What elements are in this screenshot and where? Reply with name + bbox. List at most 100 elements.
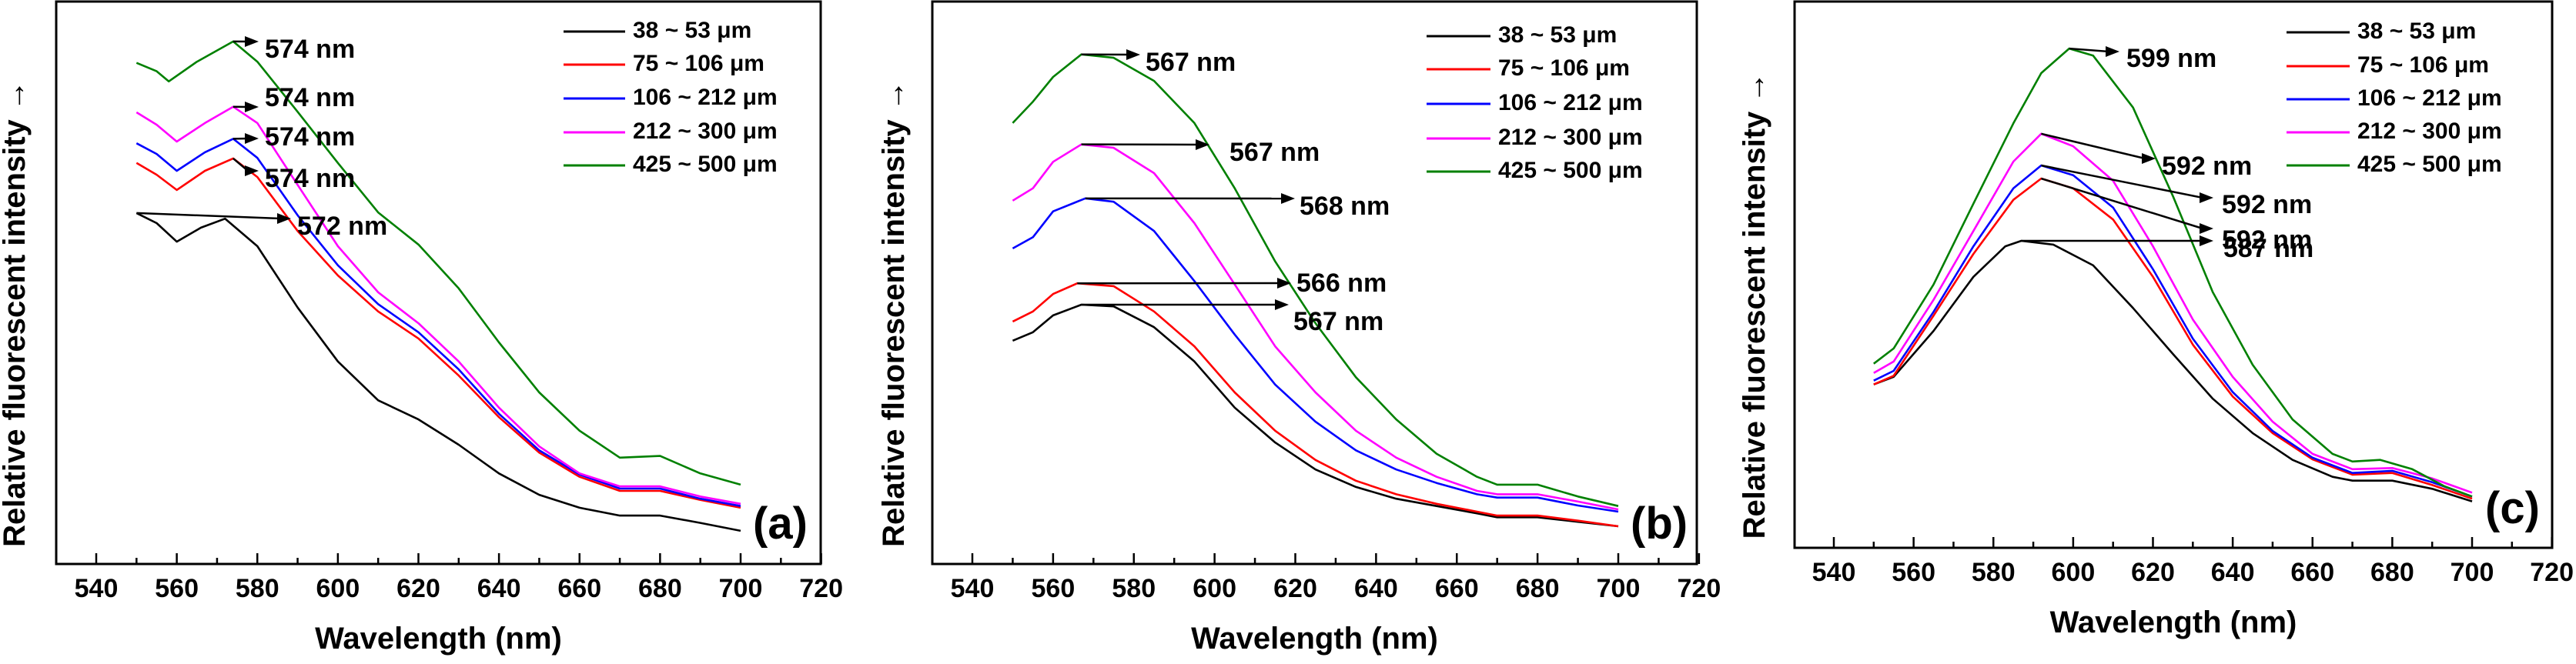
- legend-label: 106 ~ 212 μm: [2357, 85, 2502, 111]
- x-tick-label: 540: [951, 574, 995, 603]
- peak-arrow-line: [2041, 132, 2146, 160]
- series-line-3: [1012, 143, 1619, 511]
- x-tick-label: 560: [1892, 558, 1935, 587]
- peak-arrow-head: [245, 36, 259, 47]
- series-line-4: [135, 40, 741, 486]
- series-line-1: [1873, 177, 2473, 500]
- series-line-0: [1873, 239, 2473, 502]
- x-tick-label: 700: [719, 574, 763, 603]
- peak-label: 574 nm: [265, 122, 355, 152]
- peak-label: 587 nm: [2223, 234, 2313, 263]
- legend-label: 75 ~ 106 μm: [2357, 52, 2489, 78]
- x-tick-label: 660: [1435, 574, 1479, 603]
- series-line-1: [135, 157, 741, 509]
- series-line-2: [1012, 197, 1619, 513]
- legend-label: 212 ~ 300 μm: [2357, 118, 2502, 144]
- peak-label: 592 nm: [2162, 152, 2252, 181]
- peak-label: 574 nm: [265, 35, 355, 64]
- x-tick-label: 560: [155, 574, 199, 603]
- legend-label: 75 ~ 106 μm: [633, 51, 764, 76]
- peak-arrow-head: [1196, 139, 1209, 150]
- legend-label: 425 ~ 500 μm: [1498, 158, 1643, 183]
- panel-a: 540 560 580 600 620 640 660 680 700 720 Wavelength…: [0, 0, 843, 656]
- series-line-3: [135, 105, 741, 506]
- peak-arrow-head: [1277, 278, 1291, 289]
- peak-arrow-head: [2200, 223, 2213, 234]
- x-tick-label: 600: [1193, 574, 1236, 603]
- peak-arrow-head: [2106, 46, 2119, 57]
- x-tick-label: 540: [1812, 558, 1856, 587]
- x-tick-label: 680: [638, 574, 682, 603]
- x-axis-title: Wavelength (nm): [1191, 622, 1438, 656]
- x-tick-label: 720: [1678, 574, 1721, 603]
- peak-label: 574 nm: [265, 83, 355, 112]
- peak-label: 572 nm: [297, 212, 387, 241]
- x-tick-label: 640: [477, 574, 521, 603]
- x-tick-label: 600: [316, 574, 360, 603]
- x-tick-label: 660: [2290, 558, 2334, 587]
- legend: 38 ~ 53 μm 75 ~ 106 μm 106 ~ 212 μm 212 ~ 3…: [1427, 22, 1643, 183]
- x-tick-label: 620: [1273, 574, 1317, 603]
- x-tick-label: 720: [2530, 558, 2574, 587]
- x-axis-title: Wavelength (nm): [315, 622, 562, 656]
- peak-label: 566 nm: [1296, 269, 1387, 298]
- peak-arrow-head: [245, 102, 259, 112]
- peak-arrow-line: [2041, 177, 2203, 230]
- peak-arrow-line: [136, 212, 281, 220]
- peak-label: 592 nm: [2222, 225, 2312, 255]
- peak-arrow-head: [245, 165, 259, 176]
- x-tick-label: 640: [1354, 574, 1398, 603]
- peak-arrow-head: [1275, 299, 1289, 310]
- x-tick-label: 580: [1112, 574, 1156, 603]
- peak-arrow-line: [2069, 47, 2109, 53]
- peak-label: 567 nm: [1146, 48, 1236, 77]
- x-tick-label: 600: [2052, 558, 2096, 587]
- peak-label: 592 nm: [2222, 190, 2312, 219]
- peak-arrow-head: [2142, 153, 2156, 164]
- plot-frame: [55, 0, 822, 566]
- series-line-0: [135, 212, 741, 532]
- series-line-4: [1873, 47, 2473, 498]
- legend-label: 75 ~ 106 μm: [1498, 55, 1630, 81]
- legend-label: 106 ~ 212 μm: [1498, 90, 1643, 115]
- legend-label: 212 ~ 300 μm: [633, 118, 778, 144]
- series-line-3: [1873, 132, 2473, 494]
- peak-arrow-head: [277, 213, 291, 224]
- peak-label: 567 nm: [1293, 307, 1383, 336]
- plot-frame: [931, 0, 1698, 566]
- series-line-1: [1012, 282, 1619, 528]
- x-tick-label: 720: [799, 574, 843, 603]
- x-tick-label: 540: [75, 574, 119, 603]
- panel-letter: (c): [2485, 483, 2540, 533]
- peak-arrow-head: [1126, 49, 1140, 60]
- legend-label: 212 ~ 300 μm: [1498, 125, 1643, 150]
- series-line-0: [1012, 303, 1619, 528]
- x-tick-label: 680: [1516, 574, 1560, 603]
- peak-label: 568 nm: [1300, 192, 1390, 221]
- legend: 38 ~ 53 μm 75 ~ 106 μm 106 ~ 212 μm 212 ~ 3…: [564, 18, 778, 177]
- y-axis-title: Relative fluorescent intensity →: [877, 80, 911, 547]
- peak-label: 599 nm: [2126, 44, 2216, 73]
- y-axis-title: Relative fluorescent intensity →: [1738, 72, 1771, 539]
- x-tick-label: 580: [1972, 558, 2016, 587]
- legend-label: 38 ~ 53 μm: [633, 18, 751, 43]
- peak-arrow-head: [1281, 193, 1295, 204]
- legend-label: 106 ~ 212 μm: [633, 85, 778, 110]
- panel-b: 540 560 580 600 620 640 660 680 700 720 Wavelength…: [877, 0, 1721, 656]
- panel-letter: (a): [753, 499, 808, 549]
- legend: 38 ~ 53 μm 75 ~ 106 μm 106 ~ 212 μm 212 ~ 3…: [2287, 18, 2502, 177]
- peak-arrow-head: [245, 133, 259, 144]
- x-tick-label: 700: [2451, 558, 2494, 587]
- x-tick-label: 620: [2131, 558, 2175, 587]
- x-tick-label: 680: [2370, 558, 2414, 587]
- panel-c: 540 560 580 600 620 640 660 680 700 720 Wavelength…: [1738, 0, 2574, 639]
- x-tick-label: 660: [557, 574, 601, 603]
- peak-label: 567 nm: [1229, 138, 1320, 167]
- legend-label: 38 ~ 53 μm: [2357, 18, 2476, 44]
- series-line-2: [135, 138, 741, 507]
- legend-label: 425 ~ 500 μm: [633, 152, 778, 177]
- x-tick-label: 700: [1597, 574, 1641, 603]
- peak-arrow-head: [2200, 192, 2213, 203]
- series-line-2: [1873, 164, 2473, 498]
